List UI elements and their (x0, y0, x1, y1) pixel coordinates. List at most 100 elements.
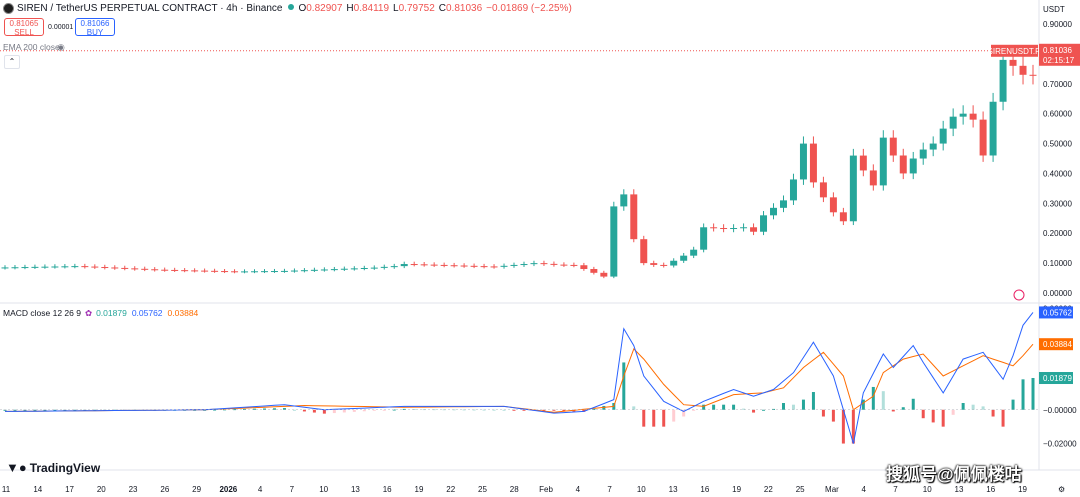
time-tick-label: 19 (732, 485, 741, 494)
time-tick-label: 28 (510, 485, 519, 494)
candle-body (171, 269, 179, 271)
candle-body (949, 116, 957, 129)
candle-body (221, 271, 229, 273)
chevron-up-icon[interactable]: ⌃ (4, 55, 20, 69)
time-tick-label: 14 (33, 485, 42, 494)
price-tag-bg (1039, 43, 1080, 66)
macd-histogram-bar (712, 404, 716, 410)
candle-body (1, 267, 9, 269)
sell-price: 0.81065 (9, 19, 39, 28)
price-tick-label: 0.40000 (1043, 169, 1072, 178)
candle-body (869, 170, 877, 186)
candle-body (430, 264, 438, 266)
symbol-title[interactable]: SIREN / TetherUS PERPETUAL CONTRACT · 4h… (17, 3, 283, 14)
candle-body (480, 266, 488, 268)
candle-body (380, 266, 388, 268)
candle-body (610, 206, 618, 277)
candle-body (71, 266, 79, 268)
time-tick-label: 13 (955, 485, 964, 494)
time-tick-label: 20 (97, 485, 106, 494)
tradingview-logo[interactable]: ▼● TradingView (6, 460, 100, 475)
candle-body (161, 269, 169, 271)
candle-body (121, 267, 129, 269)
macd-histogram-bar (312, 409, 316, 413)
indicator-gear-icon[interactable]: ✿ (84, 308, 93, 318)
candle-body (61, 266, 69, 268)
macd-histogram-bar (253, 408, 257, 410)
symbol-logo-icon (3, 3, 14, 14)
time-tick-label: 10 (637, 485, 646, 494)
macd-signal-tag: 0.03884 (1043, 340, 1072, 349)
candle-body (750, 227, 758, 232)
macd-hist-tag: 0.01879 (1043, 374, 1072, 383)
candle-body (640, 239, 648, 264)
macd-hist-value: 0.01879 (96, 308, 127, 318)
candle-body (11, 267, 19, 269)
candle-body (181, 270, 189, 272)
macd-histogram-bar (941, 409, 945, 427)
spread-value: 0.00001 (48, 24, 74, 31)
price-tick-label: 0.30000 (1043, 199, 1072, 208)
candle-body (789, 179, 797, 201)
candle-body (989, 101, 997, 156)
candle-body (211, 270, 219, 272)
macd-histogram-bar (372, 409, 376, 411)
macd-indicator-label[interactable]: MACD close 12 26 9 (3, 308, 81, 318)
macd-histogram-bar (412, 408, 416, 410)
time-tick-label: 17 (65, 485, 74, 494)
candle-body (370, 267, 378, 269)
candle-body (809, 143, 817, 183)
macd-histogram-bar (582, 409, 586, 412)
time-tick-label: 2026 (219, 485, 237, 494)
eye-icon[interactable]: ◉ (57, 42, 65, 52)
macd-histogram-bar (732, 404, 736, 410)
candle-body (889, 137, 897, 156)
macd-histogram-bar (841, 409, 845, 444)
candle-body (290, 270, 298, 272)
price-tick-label: 0.00000 (1043, 289, 1072, 298)
tradingview-mark-icon: ▼● (6, 460, 27, 475)
time-tick-label: 29 (192, 485, 201, 494)
candle-body (700, 227, 708, 250)
symbol-tag: SIRENUSDT.P (988, 47, 1041, 56)
macd-histogram-bar (951, 409, 955, 415)
price-tick-label: 0.20000 (1043, 229, 1072, 238)
candle-body (710, 227, 718, 229)
symbol-tag-bg (991, 44, 1038, 57)
time-tick-label: 22 (446, 485, 455, 494)
candle-body (231, 271, 239, 273)
macd-histogram-bar (562, 409, 566, 412)
macd-histogram-bar (43, 409, 47, 411)
price-tick-label: 0.90000 (1043, 20, 1072, 29)
time-tick-label: 19 (415, 485, 424, 494)
candle-body (141, 268, 149, 270)
time-tick-label: 16 (700, 485, 709, 494)
macd-histogram-bar (652, 409, 656, 427)
candle-body (400, 264, 408, 267)
candle-body (770, 207, 778, 216)
candle-body (939, 128, 947, 144)
candle-body (630, 194, 638, 240)
open-value: 0.82907 (306, 3, 343, 14)
macd-histogram-bar (971, 404, 975, 410)
macd-histogram-bar (322, 409, 326, 414)
candle-body (979, 119, 987, 156)
macd-histogram-bar (63, 409, 67, 411)
price-tick-label: 0.60000 (1043, 110, 1072, 119)
candle-body (760, 215, 768, 232)
candle-body (1019, 65, 1027, 75)
ema-indicator-label[interactable]: EMA 200 close (3, 42, 60, 52)
buy-button[interactable]: 0.81066 BUY (75, 18, 115, 37)
macd-line-value: 0.05762 (131, 308, 163, 318)
macd-histogram-bar (1031, 377, 1035, 410)
candle-body (530, 263, 538, 265)
candle-body (720, 228, 728, 230)
time-tick-label: 4 (861, 485, 866, 494)
macd-histogram-bar (432, 409, 436, 411)
macd-histogram-bar (1001, 409, 1005, 427)
candle-body (91, 266, 99, 268)
macd-histogram-bar (781, 403, 785, 410)
sell-button[interactable]: 0.81065 SELL (4, 18, 44, 37)
candle-body (919, 149, 927, 159)
